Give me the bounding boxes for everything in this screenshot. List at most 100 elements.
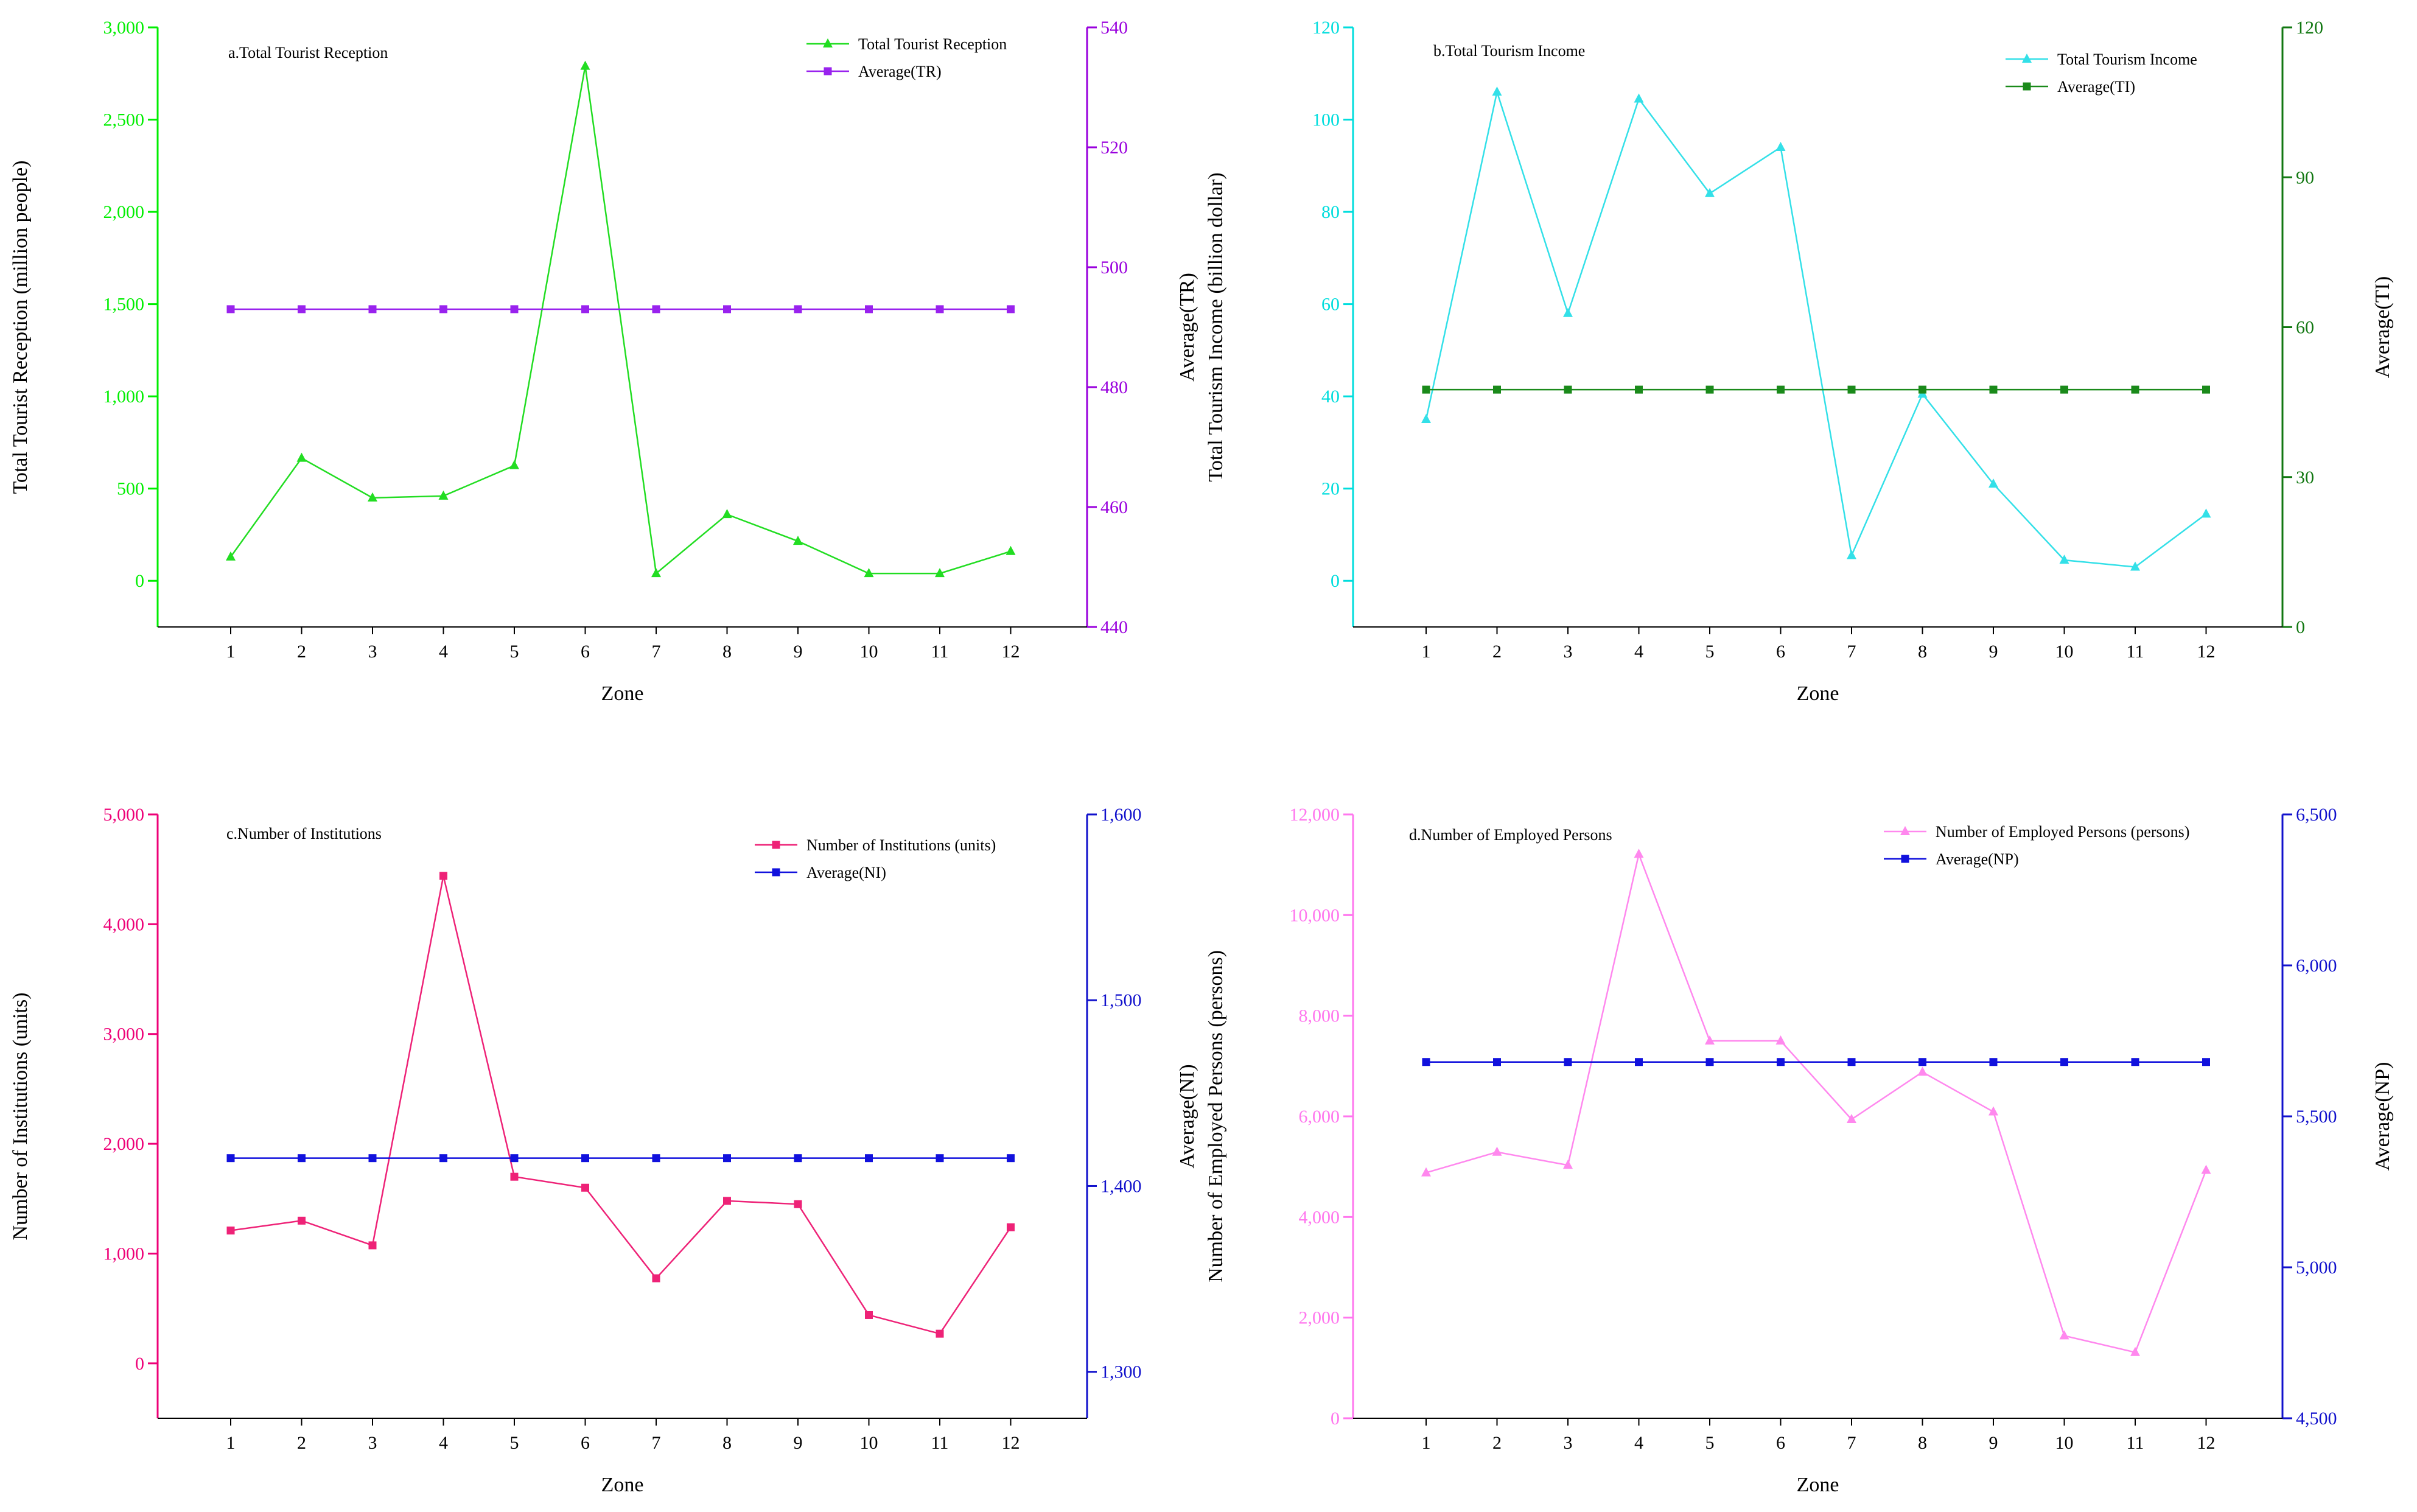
- x-tick-label: 11: [2127, 1433, 2144, 1453]
- left-tick-label: 120: [1312, 18, 1340, 38]
- data-point: [2131, 1058, 2139, 1066]
- left-tick-label: 500: [117, 479, 144, 499]
- x-tick-label: 12: [1002, 642, 1020, 662]
- data-point: [509, 460, 519, 469]
- data-point: [935, 568, 945, 578]
- x-tick-label: 10: [2055, 1433, 2074, 1453]
- x-tick-label: 9: [794, 1433, 803, 1453]
- data-point: [2130, 561, 2140, 571]
- series-main: [226, 872, 1015, 1338]
- data-point: [794, 1154, 802, 1163]
- x-tick-label: 7: [652, 1433, 661, 1453]
- data-point: [1421, 414, 1431, 424]
- legend-label: Average(TI): [2057, 78, 2135, 96]
- data-point: [1989, 478, 1998, 488]
- panel-title: c.Number of Institutions: [226, 825, 382, 842]
- data-point: [298, 1216, 306, 1225]
- data-point: [1847, 1113, 1856, 1123]
- data-point: [581, 1183, 589, 1192]
- right-tick-label: 90: [2296, 167, 2314, 187]
- x-tick-label: 6: [1776, 642, 1785, 662]
- data-point: [226, 551, 236, 561]
- x-tick-label: 1: [1422, 1433, 1431, 1453]
- right-tick-label: 440: [1100, 617, 1128, 637]
- y-axis-title: Number of Institutions (units): [9, 992, 32, 1240]
- right-tick-label: 1,600: [1100, 805, 1142, 825]
- data-point: [652, 305, 660, 313]
- right-tick-label: 0: [2296, 617, 2305, 637]
- left-tick-label: 6,000: [1299, 1107, 1340, 1127]
- x-tick-label: 7: [652, 642, 661, 662]
- right-tick-label: 1,300: [1100, 1362, 1142, 1382]
- x-tick-label: 6: [581, 642, 590, 662]
- data-point: [1007, 1223, 1015, 1231]
- left-tick-label: 0: [1331, 571, 1340, 591]
- data-point: [936, 1154, 944, 1163]
- x-tick-label: 2: [297, 1433, 306, 1453]
- series-main: [1421, 86, 2211, 571]
- data-point: [936, 305, 944, 313]
- x-tick-label: 7: [1847, 1433, 1856, 1453]
- data-point: [1919, 385, 1926, 394]
- x-tick-label: 2: [1492, 1433, 1502, 1453]
- data-point: [581, 305, 589, 313]
- left-tick-label: 0: [135, 1354, 144, 1374]
- x-tick-label: 9: [1989, 1433, 1998, 1453]
- data-point: [510, 1154, 519, 1163]
- series-main: [226, 60, 1016, 578]
- legend-label: Total Tourism Income: [2057, 51, 2197, 68]
- left-tick-label: 2,500: [103, 110, 145, 130]
- y2-axis-title: Average(TI): [2371, 276, 2394, 378]
- series-line: [229, 66, 1011, 575]
- left-tick-label: 100: [1312, 110, 1340, 130]
- x-tick-label: 12: [2197, 1433, 2216, 1453]
- x-tick-label: 5: [510, 1433, 519, 1453]
- data-point: [298, 305, 306, 313]
- left-tick-label: 5,000: [103, 805, 145, 825]
- data-point: [651, 568, 661, 578]
- left-tick-label: 0: [1331, 1409, 1340, 1429]
- panel-a: 0 500 1,000 1,500 2,000 2,500 3,000 440 460 480 50…: [9, 18, 1198, 705]
- x-tick-label: 3: [368, 642, 377, 662]
- data-point: [652, 1154, 660, 1163]
- data-point: [794, 305, 802, 313]
- x-tick-label: 6: [581, 1433, 590, 1453]
- x-tick-label: 11: [2127, 642, 2144, 662]
- x-axis-title: Zone: [1797, 1474, 1839, 1496]
- data-point: [510, 305, 519, 313]
- series-average: [226, 1154, 1015, 1163]
- x-tick-label: 9: [794, 642, 803, 662]
- x-tick-label: 4: [439, 1433, 448, 1453]
- y-axis-title: Total Tourist Reception (million people): [9, 161, 32, 494]
- series-line: [230, 875, 1012, 1335]
- left-tick-label: 4,000: [103, 914, 145, 934]
- data-point: [1493, 385, 1501, 394]
- data-point: [1705, 1058, 1714, 1066]
- legend-marker: [2022, 54, 2032, 63]
- data-point: [2201, 1164, 2211, 1174]
- x-tick-label: 8: [722, 1433, 732, 1453]
- data-point: [2201, 508, 2211, 518]
- legend-label: Average(NI): [806, 864, 886, 881]
- x-axis-title: Zone: [601, 1474, 644, 1496]
- data-point: [439, 872, 447, 880]
- data-point: [439, 1154, 447, 1163]
- y2-axis-title: Average(TR): [1176, 273, 1198, 382]
- data-point: [1775, 142, 1786, 151]
- right-tick-label: 1,500: [1100, 990, 1142, 1010]
- data-point: [1007, 1154, 1015, 1163]
- x-tick-label: 5: [1705, 1433, 1715, 1453]
- data-point: [1989, 1058, 1998, 1066]
- left-tick-label: 2,000: [103, 202, 145, 222]
- data-point: [1492, 1146, 1502, 1156]
- x-tick-label: 6: [1776, 1433, 1785, 1453]
- legend-marker: [2023, 82, 2031, 91]
- data-point: [1421, 1167, 1431, 1177]
- left-tick-label: 3,000: [103, 1024, 145, 1045]
- data-point: [865, 1154, 873, 1163]
- data-point: [2059, 555, 2069, 564]
- data-point: [864, 568, 874, 578]
- data-point: [226, 305, 235, 313]
